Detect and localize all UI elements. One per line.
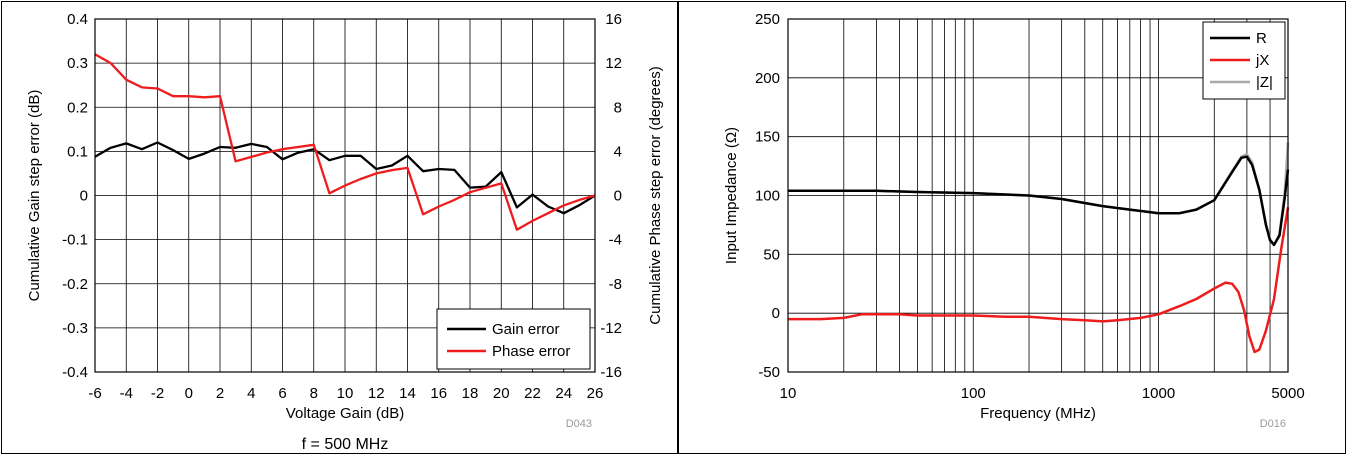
legend-label-r: R [1256, 30, 1267, 47]
jx-line [788, 207, 1290, 354]
y-tick-label: 0 [80, 188, 88, 205]
y2-tick-label: 4 [614, 143, 622, 160]
x-tick-label: 10 [780, 385, 797, 402]
legend-label-gain: Gain error [492, 321, 560, 338]
x-tick-label: 24 [555, 385, 572, 402]
y-tick-label: 0.1 [67, 143, 88, 160]
x-tick-label: 22 [524, 385, 541, 402]
y-tick-label: 0.2 [67, 99, 88, 116]
y-axis-title: Input Impedance (Ω) [723, 127, 740, 264]
y2-tick-label: -16 [600, 364, 622, 381]
series-lines [788, 142, 1290, 354]
y-tick-label: 50 [763, 246, 780, 263]
plot-frame [94, 18, 596, 373]
x-tick-label: 18 [462, 385, 479, 402]
y-tick-label: -0.3 [62, 320, 88, 337]
plot-frame [787, 18, 1289, 373]
y-tick-label: 100 [755, 188, 780, 205]
x-tick-label: 26 [587, 385, 604, 402]
x-tick-label: 20 [493, 385, 510, 402]
y-tick-label: 250 [755, 11, 780, 28]
y2-tick-label: 8 [614, 99, 622, 116]
legend: R jX |Z| [1202, 21, 1286, 100]
x-tick-label: 12 [368, 385, 385, 402]
x-tick-label: 100 [961, 385, 986, 402]
y-tick-label: -50 [758, 364, 780, 381]
y-tick-label: -0.4 [62, 364, 88, 381]
x-tick-label: -4 [120, 385, 133, 402]
tick-labels: 10 100 1000 5000 -50 0 50 100 150 200 250 [755, 11, 1305, 402]
x-tick-label: -2 [151, 385, 164, 402]
chart-code: D043 [566, 418, 592, 430]
y2-tick-label: 16 [605, 11, 622, 28]
phase-error-line [94, 53, 596, 231]
x-tick-label: -6 [88, 385, 101, 402]
y-tick-label: 0.3 [67, 55, 88, 72]
y2-tick-label: 0 [614, 188, 622, 205]
legend-label-phase: Phase error [492, 343, 570, 360]
gain-phase-chart: -6 -4 -2 0 2 4 6 8 10 12 14 16 18 20 22 24 26-0.4-0.3-0.… [1, 1, 678, 454]
panel-border [1, 1, 678, 454]
chart-caption: f = 500 MHz [302, 436, 389, 453]
y-axis-title: Cumulative Gain step error (dB) [26, 90, 43, 302]
legend-label-z: |Z| [1256, 74, 1273, 91]
x-tick-label: 16 [430, 385, 447, 402]
x-axis-title: Frequency (MHz) [980, 405, 1096, 422]
x-tick-label: 10 [337, 385, 354, 402]
y-tick-label: 0.4 [67, 11, 88, 28]
legend-label-jx: jX [1255, 52, 1269, 69]
chart-code: D016 [1260, 418, 1286, 430]
y2-tick-label: -4 [609, 232, 622, 249]
x-tick-label: 4 [247, 385, 255, 402]
r-line [788, 155, 1290, 247]
y2-tick-label: -8 [609, 276, 622, 293]
x-axis-title: Voltage Gain (dB) [286, 405, 404, 422]
x-tick-label: 0 [185, 385, 193, 402]
y2-tick-label: -12 [600, 320, 622, 337]
y2-tick-label: 12 [605, 55, 622, 72]
tick-labels: -6 -4 -2 0 2 4 6 8 10 12 14 16 18 20 22 24 26-0.4-0.3-0.… [62, 11, 622, 402]
impedance-chart: 10 100 1000 5000 -50 0 50 100 150 200 250 Frequenc… [678, 1, 1346, 454]
y-tick-label: -0.1 [62, 232, 88, 249]
x-tick-label: 2 [216, 385, 224, 402]
series-lines [94, 53, 596, 231]
y-tick-label: -0.2 [62, 276, 88, 293]
x-tick-label: 8 [310, 385, 318, 402]
y2-axis-title: Cumulative Phase step error (degrees) [647, 66, 664, 324]
x-tick-label: 14 [399, 385, 416, 402]
x-tick-label: 5000 [1271, 385, 1304, 402]
legend: Gain error Phase error [436, 308, 591, 370]
x-tick-label: 1000 [1142, 385, 1175, 402]
y-tick-label: 150 [755, 129, 780, 146]
legend-box [436, 308, 591, 370]
y-tick-label: 0 [772, 305, 780, 322]
gain-error-line [94, 141, 596, 215]
x-tick-label: 6 [278, 385, 286, 402]
y-tick-label: 200 [755, 70, 780, 87]
